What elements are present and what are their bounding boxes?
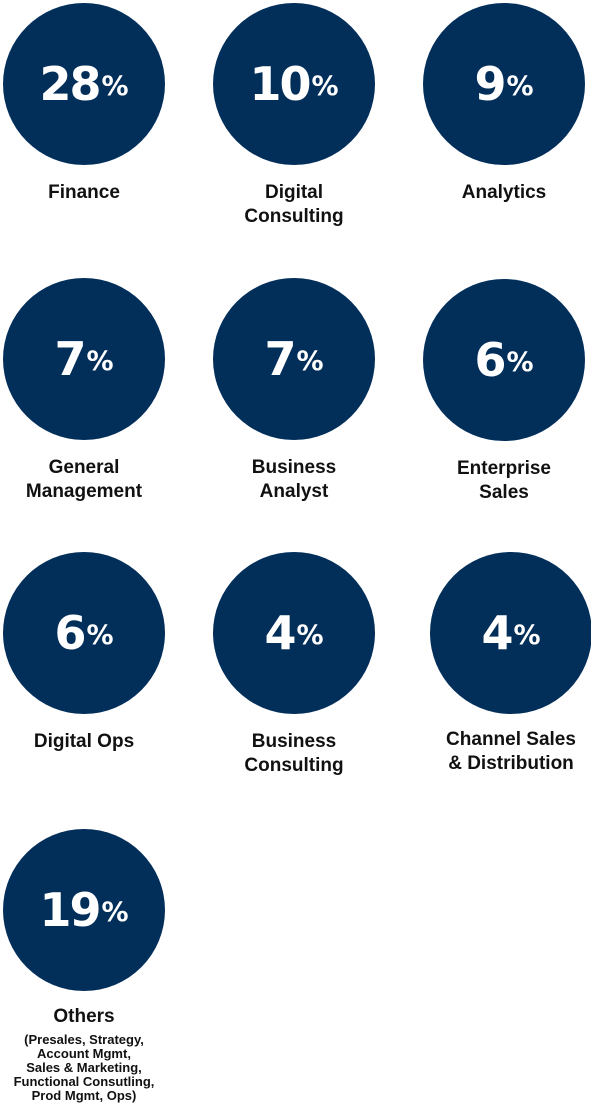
stat-sublabel: (Presales, Strategy, Account Mgmt, Sales… — [0, 1033, 179, 1103]
stat-label: Enterprise Sales — [409, 457, 591, 505]
percentage-value: 19 — [39, 883, 101, 937]
sublabel-line: Prod Mgmt, Ops) — [31, 1088, 137, 1103]
percentage-circle: 7% — [3, 278, 165, 440]
percent-sign: % — [513, 619, 541, 651]
percentage-circle: 19% — [3, 829, 165, 991]
label-line: Analyst — [259, 481, 329, 502]
percent-sign: % — [86, 345, 114, 377]
stat-general-management: 7% General Management — [0, 278, 179, 504]
sublabel-line: Sales & Marketing, — [26, 1060, 142, 1075]
label-line: Sales — [479, 482, 529, 503]
label-line: General — [48, 457, 120, 478]
stat-label: Digital Consulting — [199, 181, 389, 229]
percent-sign: % — [101, 70, 129, 102]
percentage-value: 6 — [54, 606, 86, 660]
percentage-circle: 28% — [3, 3, 165, 165]
stat-digital-consulting: 10% Digital Consulting — [199, 3, 389, 229]
label-line: Others — [53, 1006, 115, 1027]
percentage-circle: 10% — [213, 3, 375, 165]
stat-channel-sales-distribution: 4% Channel Sales & Distribution — [416, 552, 591, 776]
label-line: Business — [251, 731, 337, 752]
stat-finance: 28% Finance — [0, 3, 179, 205]
percent-sign: % — [506, 346, 534, 378]
percentage-circle: 4% — [430, 552, 591, 714]
stat-others: 19% Others (Presales, Strategy, Account … — [0, 829, 179, 1103]
percentage-circle: 6% — [3, 552, 165, 714]
percentage-circle: 6% — [423, 279, 585, 441]
label-line: Enterprise — [457, 458, 551, 479]
stat-label: Channel Sales & Distribution — [416, 728, 591, 776]
stat-business-analyst: 7% Business Analyst — [199, 278, 389, 504]
percent-sign: % — [506, 70, 534, 102]
sublabel-line: (Presales, Strategy, — [24, 1032, 144, 1047]
sublabel-line: Functional Consutling, — [13, 1074, 155, 1089]
sublabel-line: Account Mgmt, — [37, 1046, 131, 1061]
percentage-circle: 4% — [213, 552, 375, 714]
label-line: Consulting — [244, 206, 344, 227]
label-line: Channel Sales — [446, 729, 576, 750]
stat-label: Finance — [0, 181, 179, 205]
percent-sign: % — [101, 896, 129, 928]
percentage-value: 4 — [481, 606, 513, 660]
stat-label: Business Consulting — [199, 730, 389, 778]
stat-label: General Management — [0, 456, 179, 504]
percentage-circle: 7% — [213, 278, 375, 440]
percentage-value: 10 — [249, 57, 311, 111]
stat-label: Analytics — [409, 181, 591, 205]
stat-label: Others — [0, 1005, 179, 1029]
percentage-value: 7 — [264, 332, 296, 386]
percent-sign: % — [311, 70, 339, 102]
stat-digital-ops: 6% Digital Ops — [0, 552, 179, 754]
stat-analytics: 9% Analytics — [409, 3, 591, 205]
percent-sign: % — [296, 619, 324, 651]
label-line: Digital — [264, 182, 324, 203]
label-line: Analytics — [461, 182, 547, 203]
label-line: Digital Ops — [33, 731, 135, 752]
percent-sign: % — [296, 345, 324, 377]
stat-enterprise-sales: 6% Enterprise Sales — [409, 279, 591, 505]
percentage-value: 7 — [54, 332, 86, 386]
percentage-value: 9 — [474, 57, 506, 111]
label-line: & Distribution — [448, 753, 574, 774]
percentage-value: 4 — [264, 606, 296, 660]
label-line: Consulting — [244, 755, 344, 776]
percent-sign: % — [86, 619, 114, 651]
stat-label: Digital Ops — [0, 730, 179, 754]
label-line: Management — [25, 481, 143, 502]
label-line: Business — [251, 457, 337, 478]
stat-business-consulting: 4% Business Consulting — [199, 552, 389, 778]
label-line: Finance — [48, 182, 120, 203]
percentage-value: 6 — [474, 333, 506, 387]
percentage-circle: 9% — [423, 3, 585, 165]
stat-label: Business Analyst — [199, 456, 389, 504]
percentage-value: 28 — [39, 57, 101, 111]
